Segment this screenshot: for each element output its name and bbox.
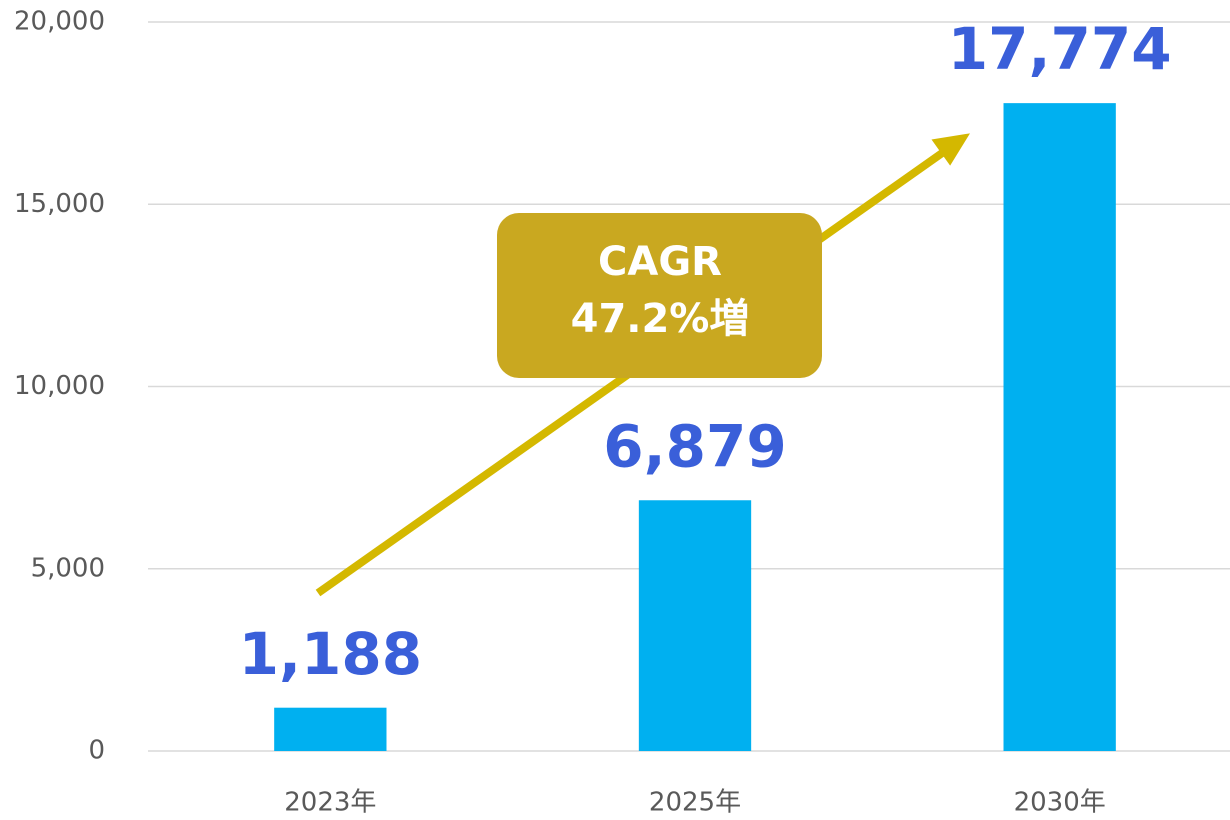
value-label: 1,188	[239, 620, 422, 688]
value-label: 17,774	[948, 15, 1172, 83]
y-tick-label: 20,000	[14, 7, 105, 37]
y-tick-label: 0	[88, 736, 105, 766]
x-tick-label: 2030年	[1014, 788, 1106, 818]
annotation-text: 47.2%増	[571, 296, 750, 342]
bar	[638, 500, 752, 751]
annotation-box	[497, 213, 822, 378]
x-tick-label: 2023年	[284, 788, 376, 818]
annotation-text: CAGR	[598, 239, 722, 285]
bar	[274, 707, 387, 751]
y-tick-label: 15,000	[14, 189, 105, 219]
arrow-head	[931, 133, 970, 166]
y-tick-label: 10,000	[14, 371, 105, 401]
value-label: 6,879	[603, 412, 786, 480]
y-tick-label: 5,000	[31, 553, 105, 583]
bar	[1003, 103, 1116, 752]
x-tick-label: 2025年	[649, 788, 741, 818]
